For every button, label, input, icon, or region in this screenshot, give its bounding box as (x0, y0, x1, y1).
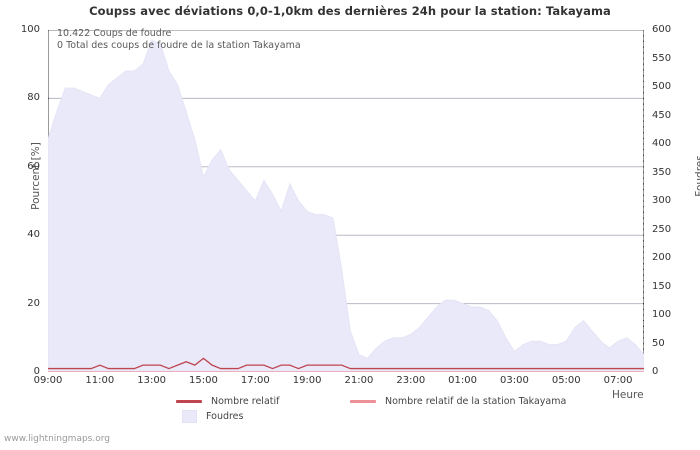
y-tick-label-right: 100 (652, 309, 672, 320)
x-tick-label: 05:00 (551, 375, 581, 386)
line-series-relative (48, 357, 644, 370)
y-tick-label-right: 350 (652, 166, 672, 178)
legend-swatch-relative (176, 400, 202, 403)
y-tick-label-right: 400 (652, 138, 672, 149)
x-tick-label: 21:00 (344, 375, 374, 386)
area-series-foudres (48, 39, 644, 372)
y-tick-label-right: 500 (652, 81, 672, 92)
x-tick-label: 07:00 (603, 375, 633, 386)
y-tick-label-left: 60 (27, 160, 40, 172)
legend-label-foudres: Foudres (206, 411, 244, 422)
x-tick-label: 23:00 (396, 375, 426, 386)
y-tick-label-left: 20 (27, 297, 40, 309)
x-tick-label: 01:00 (448, 375, 477, 386)
x-tick-label: 03:00 (500, 375, 529, 386)
y-tick-label-right: 150 (652, 280, 672, 292)
x-axis-label: Heure (612, 389, 644, 401)
legend-item-station-relative: Nombre relatif de la station Takayama (350, 396, 566, 407)
plot-canvas (48, 30, 644, 372)
y-tick-label-left: 0 (33, 366, 40, 377)
x-tick-label: 17:00 (240, 375, 270, 386)
x-tick-label: 19:00 (292, 375, 322, 386)
y-tick-label-right: 450 (652, 109, 672, 121)
y-tick-label-right: 250 (652, 223, 672, 235)
legend-label-relative: Nombre relatif (211, 396, 280, 407)
y-axis-label-right: Foudres (694, 155, 700, 197)
y-tick-label-right: 0 (652, 366, 659, 377)
y-tick-label-left: 80 (27, 92, 40, 104)
right-axis-ticks (643, 30, 644, 372)
x-tick-label: 11:00 (85, 375, 115, 386)
annotation-total-strokes: 10.422 Coups de foudre (57, 28, 172, 39)
x-tick-label: 09:00 (33, 375, 63, 386)
y-tick-label-right: 300 (652, 195, 672, 206)
legend-swatch-foudres (182, 410, 197, 423)
annotation-station-strokes: 0 Total des coups de foudre de la statio… (57, 40, 301, 51)
legend-label-station-relative: Nombre relatif de la station Takayama (385, 396, 567, 407)
y-tick-label-right: 200 (652, 252, 672, 263)
page-title: Coupss avec déviations 0,0-1,0km des der… (89, 4, 611, 18)
legend-swatch-station-relative (350, 400, 376, 403)
y-tick-label-right: 600 (652, 24, 672, 35)
y-tick-label-right: 50 (652, 337, 665, 349)
y-tick-label-left: 100 (20, 24, 40, 35)
x-tick-label: 15:00 (189, 375, 218, 386)
footer-attribution: www.lightningmaps.org (4, 434, 110, 444)
y-tick-label-right: 550 (652, 52, 672, 64)
legend-item-foudres: Foudres (176, 410, 243, 423)
y-axis-label-left: Pourcent [%] (30, 142, 42, 210)
x-tick-label: 13:00 (137, 375, 167, 386)
legend-item-relative: Nombre relatif (176, 396, 279, 407)
y-tick-label-left: 40 (27, 229, 40, 241)
